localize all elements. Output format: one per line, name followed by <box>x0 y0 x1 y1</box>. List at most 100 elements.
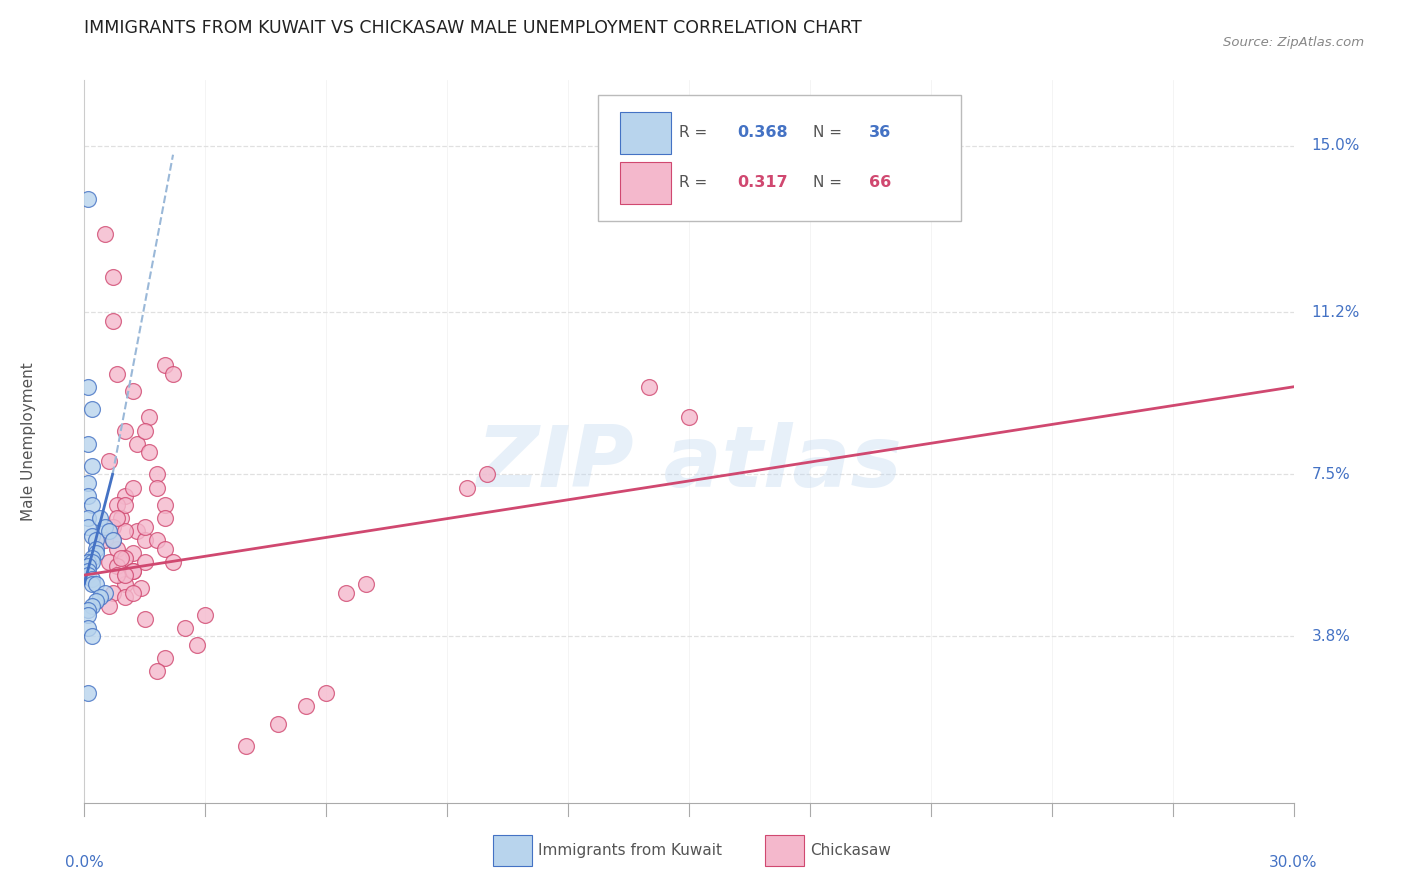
Point <box>105 559 128 574</box>
Text: 7.5%: 7.5% <box>1312 467 1350 482</box>
Point <box>77 192 100 206</box>
Point <box>105 367 128 381</box>
Point <box>315 686 337 700</box>
Point <box>93 227 115 241</box>
Point <box>121 564 143 578</box>
FancyBboxPatch shape <box>765 835 804 865</box>
Text: 11.2%: 11.2% <box>1312 305 1360 320</box>
Point <box>114 550 136 565</box>
Point <box>105 568 128 582</box>
Point <box>105 511 128 525</box>
Point <box>114 489 136 503</box>
Point <box>121 585 143 599</box>
Point <box>82 629 104 643</box>
FancyBboxPatch shape <box>620 162 671 204</box>
Point <box>129 581 152 595</box>
Point <box>121 546 143 560</box>
Text: Source: ZipAtlas.com: Source: ZipAtlas.com <box>1223 36 1364 49</box>
Point <box>77 559 100 574</box>
Point <box>134 555 156 569</box>
Point <box>82 550 104 565</box>
Point <box>335 585 357 599</box>
Point <box>89 590 111 604</box>
Point <box>86 533 108 547</box>
Point <box>82 401 104 416</box>
Point <box>77 489 100 503</box>
Text: 66: 66 <box>869 175 891 190</box>
Point <box>134 520 156 534</box>
Point <box>77 621 100 635</box>
Text: N =: N = <box>814 125 848 140</box>
Point <box>162 367 184 381</box>
Point <box>153 498 176 512</box>
Point <box>93 533 115 547</box>
Point <box>77 568 100 582</box>
Point <box>637 380 659 394</box>
Point <box>77 511 100 525</box>
Text: ZIP atlas: ZIP atlas <box>477 422 901 505</box>
Point <box>125 436 148 450</box>
Point <box>82 599 104 613</box>
Point <box>114 498 136 512</box>
Point <box>86 594 108 608</box>
Point <box>138 410 160 425</box>
Point <box>77 555 100 569</box>
Point <box>110 550 132 565</box>
Point <box>114 577 136 591</box>
Point <box>77 380 100 394</box>
Point <box>101 270 124 285</box>
Point <box>138 445 160 459</box>
Point <box>121 384 143 399</box>
Text: Chickasaw: Chickasaw <box>810 843 891 858</box>
Point <box>82 529 104 543</box>
FancyBboxPatch shape <box>599 95 962 221</box>
Point <box>146 467 169 482</box>
Point <box>93 520 115 534</box>
Point <box>77 607 100 622</box>
Point <box>146 481 169 495</box>
Point <box>134 533 156 547</box>
Point <box>97 454 120 468</box>
FancyBboxPatch shape <box>620 112 671 153</box>
Point <box>174 621 197 635</box>
Point <box>101 585 124 599</box>
Point <box>77 564 100 578</box>
Point <box>121 481 143 495</box>
Point <box>82 577 104 591</box>
Point <box>477 467 499 482</box>
Point <box>77 476 100 491</box>
Text: N =: N = <box>814 175 848 190</box>
Point <box>235 739 257 753</box>
Point <box>101 533 124 547</box>
Point <box>101 533 124 547</box>
Text: 15.0%: 15.0% <box>1312 138 1360 153</box>
Text: 30.0%: 30.0% <box>1270 855 1317 871</box>
Point <box>77 436 100 450</box>
Text: Immigrants from Kuwait: Immigrants from Kuwait <box>538 843 721 858</box>
Point <box>82 573 104 587</box>
Point <box>105 541 128 556</box>
Point <box>194 607 217 622</box>
Point <box>82 498 104 512</box>
Point <box>77 520 100 534</box>
Point <box>356 577 378 591</box>
Point <box>153 651 176 665</box>
Point <box>267 717 290 731</box>
Point <box>77 686 100 700</box>
Point <box>82 458 104 473</box>
Point <box>162 555 184 569</box>
Point <box>186 638 208 652</box>
Point <box>77 603 100 617</box>
FancyBboxPatch shape <box>494 835 531 865</box>
Point <box>146 533 169 547</box>
Point <box>114 424 136 438</box>
Point <box>134 612 156 626</box>
Point <box>114 590 136 604</box>
Point <box>153 358 176 372</box>
Point <box>93 585 115 599</box>
Point <box>134 424 156 438</box>
Point <box>97 555 120 569</box>
Point <box>146 665 169 679</box>
Point <box>153 511 176 525</box>
Point <box>97 599 120 613</box>
